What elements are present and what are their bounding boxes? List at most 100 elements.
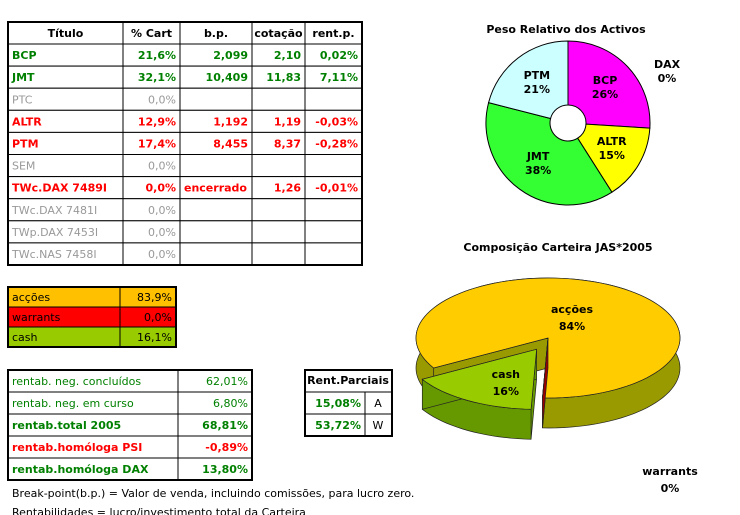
cell-text: rentab. neg. concluídos [12,375,141,388]
table-cell [304,220,363,244]
slice-label: ALTR [597,135,627,148]
cell-text: encerrado [184,182,247,195]
table-border [304,369,393,437]
cell-text: PTM [12,137,39,150]
cell-text: rentab.total 2005 [12,419,121,432]
table-cell [179,242,253,266]
table-cell [304,198,363,222]
cell-text: TWp.DAX 7453I [11,226,98,239]
cell-text: 0,0% [148,204,176,217]
table-cell [179,154,253,178]
slice-value: 21% [524,83,550,96]
cell-text: 16,1% [137,331,172,344]
slice-label: PTM [524,69,551,82]
slice-value: 38% [525,164,551,177]
table-cell [304,242,363,266]
cell-text: 12,9% [138,115,176,128]
header-text: b.p. [204,27,228,40]
table-cell [251,242,306,266]
slice-value: 84% [559,320,585,333]
slice-value: 16% [493,385,519,398]
cell-text: 21,6% [138,49,176,62]
cell-text: 6,80% [213,397,248,410]
cell-text: 0,0% [148,226,176,239]
cell-text: 2,10 [274,49,301,62]
slice-label: BCP [593,74,618,87]
table-border [7,369,253,481]
slice-value: 15% [599,149,625,162]
pie-slice [485,102,613,206]
pie-slice [542,337,549,398]
cell-text: 8,455 [213,137,248,150]
cell-text: warrants [12,311,61,324]
cell-text: SEM [12,160,35,173]
cell-text: JMT [11,71,35,84]
cell-text: 0,0% [144,311,172,324]
cell-text: 13,80% [202,463,248,476]
cell-text: BCP [12,49,37,62]
header-text: rent.p. [312,27,354,40]
cell-text: cash [12,331,38,344]
table-cell [251,87,306,111]
cell-text: -0,01% [315,182,358,195]
cell-text: acções [12,291,50,304]
header-text: Rent.Parciais [307,374,389,387]
table-cell [179,198,253,222]
cell-text: 10,409 [206,71,248,84]
cell-text: -0,89% [205,441,248,454]
cell-text: 1,26 [274,182,301,195]
cell-text: 2,099 [213,49,248,62]
cell-text: 0,0% [148,248,176,261]
cell-text: rentab. neg. em curso [12,397,134,410]
cell-text: 15,08% [315,397,361,410]
footnote: Break-point(b.p.) = Valor de venda, incl… [12,487,414,500]
cell-text: 0,0% [148,93,176,106]
cell-text: 0,0% [148,160,176,173]
cell-text: 83,9% [137,291,172,304]
cell-text: A [374,397,382,410]
slice-value: 0% [661,482,680,495]
table-cell [251,220,306,244]
cell-text: TWc.NAS 7458I [11,248,97,261]
cell-text: 1,192 [213,115,248,128]
table-border [7,286,177,348]
table-cell [179,220,253,244]
cell-text: 53,72% [315,419,361,432]
table-cell [251,154,306,178]
pie-slice [487,40,569,120]
cell-text: -0,28% [315,137,358,150]
cell-text: rentab.homóloga DAX [12,463,149,476]
header-text: Título [48,27,84,40]
pie-slice [567,40,651,129]
cell-text: 62,01% [206,375,248,388]
table-cell [251,198,306,222]
slice-label: cash [492,368,520,381]
cell-text: TWc.DAX 7481I [11,204,97,217]
cell-text: ALTR [12,115,42,128]
slice-value: 26% [592,88,618,101]
slice-value: 0% [658,72,677,85]
pie-slice [421,348,537,410]
chart-title: Peso Relativo dos Activos [486,23,646,36]
footnote: Rentabilidades = lucro/investimento tota… [12,506,306,515]
header-text: % Cart [131,27,172,40]
cell-text: 17,4% [138,137,176,150]
cell-text: 0,02% [320,49,358,62]
table-cell [179,87,253,111]
header-text: cotação [254,27,303,40]
cell-text: PTC [12,93,33,106]
pie-slice [576,123,651,193]
slice-label: JMT [526,150,550,163]
cell-text: rentab.homóloga PSI [12,441,142,454]
table-cell [304,87,363,111]
cell-text: 7,11% [320,71,358,84]
cell-text: 32,1% [138,71,176,84]
cell-text: -0,03% [315,115,358,128]
cell-text: W [373,419,384,432]
cell-text: 11,83 [266,71,301,84]
slice-label: DAX [654,58,681,71]
cell-text: 68,81% [202,419,248,432]
table-cell [304,154,363,178]
slice-label: acções [551,303,593,316]
